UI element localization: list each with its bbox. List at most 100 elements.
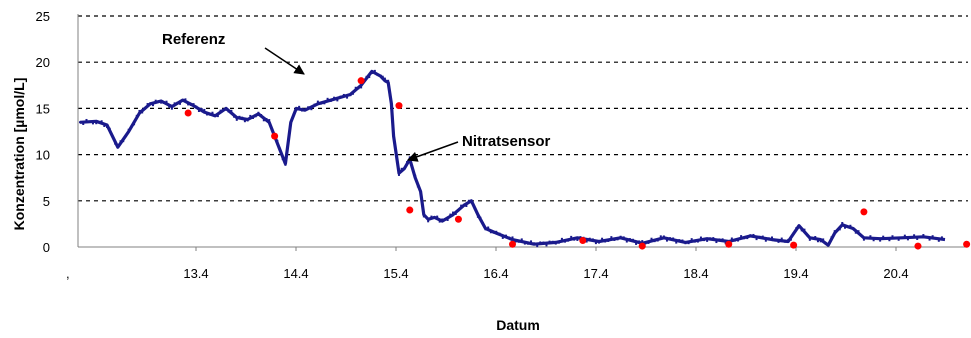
nitratsensor-point (452, 211, 455, 214)
nitratsensor-point (570, 235, 573, 238)
nitratsensor-point (316, 100, 319, 103)
nitratsensor-point (718, 238, 721, 241)
nitratsensor-point (860, 234, 863, 237)
nitratsensor-point (814, 236, 817, 239)
nitratsensor-point (687, 242, 690, 245)
nitratsensor-point (391, 120, 394, 123)
y-tick-label: 15 (36, 101, 50, 116)
nitratsensor-point (495, 230, 498, 233)
nitratsensor-point (520, 238, 523, 241)
referenz-point (509, 240, 516, 248)
nitratsensor-point (849, 224, 852, 227)
nitratsensor-point (284, 163, 287, 166)
nitratsensor-point (173, 102, 176, 105)
nitratsensor-point (165, 100, 168, 103)
nitratsensor-point (709, 237, 712, 240)
nitratsensor-point (260, 114, 263, 117)
nitratsensor-point (436, 215, 439, 218)
nitratsensor-point (487, 226, 490, 229)
nitratsensor-point (457, 209, 460, 212)
nitratsensor-point (940, 236, 943, 239)
nitratsensor-point (662, 235, 665, 238)
nitratsensor-point (265, 117, 268, 120)
nitratsensor-point (767, 237, 770, 240)
nitratsensor-point (329, 99, 332, 102)
nitratsensor-point (235, 118, 238, 121)
nitratsensor-point (88, 120, 91, 123)
nitratsensor-point (644, 242, 647, 245)
nitratsensor-point (95, 122, 98, 125)
nitratsensor-point (467, 199, 470, 202)
nitratsensor-point (342, 93, 345, 96)
nitratsensor-point (181, 99, 184, 102)
nitratsensor-point (505, 234, 508, 237)
referenz-point (357, 77, 365, 85)
nitratsensor-point (257, 111, 260, 114)
nitratsensor-point (422, 215, 425, 218)
nitratsensor-point (287, 143, 290, 146)
nitratsensor-point (764, 239, 767, 242)
nitratsensor-point (641, 240, 644, 243)
nitratsensor-point (168, 105, 171, 108)
nitratsensor-point (715, 241, 718, 244)
nitratsensor-point (906, 238, 909, 241)
nitratsensor-point (381, 75, 384, 78)
nitratsensor-point (733, 239, 736, 242)
nitratsensor-point (443, 218, 446, 221)
x-tick-label: 19.4 (783, 266, 808, 281)
nitratsensor-point (557, 241, 560, 244)
nitratsensor-point (811, 236, 814, 239)
nitratsensor-point (376, 74, 379, 77)
nitratsensor-point (514, 240, 517, 243)
axes (77, 14, 968, 251)
referenz-point (579, 237, 587, 245)
nitratsensor-point (866, 236, 869, 239)
nitratsensor-point (307, 106, 310, 109)
nitratsensor-point (530, 240, 533, 243)
nitratsensor-point (755, 238, 758, 241)
nitratsensor-point (838, 228, 841, 231)
nitratsensor-point (392, 137, 395, 140)
nitratsensor-point (601, 237, 604, 240)
nitratsensor-point (777, 240, 780, 243)
nitratsensor-point (594, 242, 597, 245)
nitratsensor-point (937, 239, 940, 242)
nitratsensor-point (690, 238, 693, 241)
y-tick-label: 0 (43, 240, 50, 255)
nitratsensor-point (800, 229, 803, 232)
nitratsensor-point (749, 234, 752, 237)
nitratsensor-point (931, 235, 934, 238)
nitratsensor-point (628, 238, 631, 241)
nitratsensor-point (616, 238, 619, 241)
nitratsensor-point (523, 242, 526, 245)
y-axis-title: Konzentration [µmol/L] (11, 78, 27, 231)
nitratsensor-point (230, 109, 233, 112)
nitratsensor-point (693, 240, 696, 243)
nitratsensor-point (852, 227, 855, 230)
nitratsensor-point (170, 107, 173, 110)
nitratsensor-point (536, 245, 539, 248)
nitratsensor-point (373, 69, 376, 72)
nitratsensor-point (771, 236, 773, 239)
x-axis-start-marker: , (66, 266, 70, 281)
nitratsensor-point (610, 236, 613, 239)
nitratsensor-point (189, 103, 192, 106)
nitratsensor-point (551, 240, 554, 243)
nitratsensor-point (752, 233, 755, 236)
nitratsensor-point (365, 75, 368, 78)
nitratsensor-point (130, 125, 133, 128)
nitratsensor-point (758, 235, 761, 238)
nitratsensor-point (323, 102, 326, 105)
nitratsensor-point (479, 216, 482, 219)
nitratsensor-point (792, 232, 795, 235)
nitratsensor-point (539, 241, 542, 244)
nitratsensor-point (395, 153, 398, 156)
nitratsensor-point (721, 238, 724, 241)
y-tick-label: 5 (43, 194, 50, 209)
nitratsensor-point (233, 115, 236, 118)
nitratsensor-point (192, 103, 195, 106)
nitratsensor-point (336, 99, 339, 102)
nitratsensor-point (783, 240, 786, 243)
nitratsensor-point (819, 240, 822, 243)
nitratsensor-point (604, 240, 607, 243)
